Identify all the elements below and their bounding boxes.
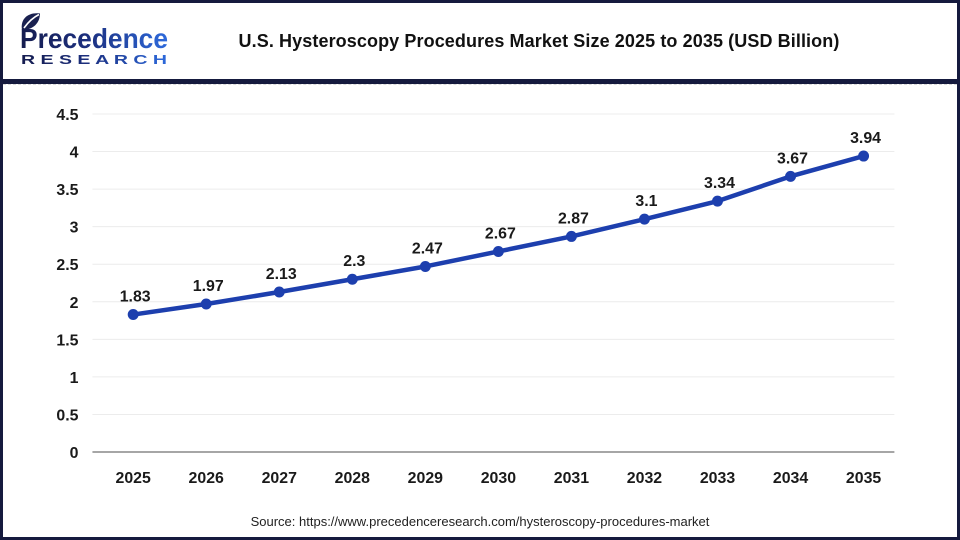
y-tick-label: 2.5 bbox=[56, 257, 78, 274]
header: Precedence R E S E A R C H U.S. Hysteros… bbox=[3, 3, 957, 79]
data-point bbox=[419, 260, 431, 272]
data-point-label: 2.13 bbox=[266, 266, 297, 283]
data-point-label: 1.83 bbox=[120, 289, 151, 306]
data-point-label: 2.87 bbox=[558, 210, 589, 227]
precedence-research-logo: Precedence R E S E A R C H bbox=[19, 11, 171, 72]
data-point-label: 3.34 bbox=[704, 175, 735, 192]
leaf-vein bbox=[23, 13, 40, 28]
x-tick-label: 2033 bbox=[700, 470, 735, 487]
logo-graphic: Precedence R E S E A R C H bbox=[20, 12, 168, 67]
y-tick-label: 1.5 bbox=[56, 332, 78, 349]
data-point-label: 2.47 bbox=[412, 240, 443, 257]
data-point bbox=[492, 245, 504, 257]
data-point-label: 3.1 bbox=[635, 193, 657, 210]
data-point-label: 2.3 bbox=[343, 253, 365, 270]
data-point-label: 2.67 bbox=[485, 225, 516, 242]
x-tick-label: 2026 bbox=[189, 470, 224, 487]
x-tick-label: 2025 bbox=[116, 470, 151, 487]
data-point bbox=[785, 170, 797, 182]
line-chart: 0 0.5 1 1.5 2 2.5 3 3.5 4 4.5 1.83 2025 1.97 2026 2.13… bbox=[56, 107, 895, 487]
x-tick-label: 2032 bbox=[627, 470, 662, 487]
data-point bbox=[127, 309, 139, 321]
data-point-label: 3.94 bbox=[850, 130, 881, 147]
data-point bbox=[858, 150, 870, 162]
y-tick-label: 0 bbox=[70, 445, 79, 462]
logo-sub-text: R E S E A R C H bbox=[21, 52, 167, 67]
data-point bbox=[273, 286, 285, 298]
y-tick-label: 3.5 bbox=[56, 182, 78, 199]
y-tick-label: 3 bbox=[70, 220, 79, 237]
data-point-label: 1.97 bbox=[193, 278, 224, 295]
page-title: U.S. Hysteroscopy Procedures Market Size… bbox=[238, 30, 840, 51]
y-tick-label: 2 bbox=[70, 295, 79, 312]
x-tick-label: 2034 bbox=[773, 470, 808, 487]
source-text: Source: https://www.precedenceresearch.c… bbox=[250, 514, 710, 529]
chart-area: 0 0.5 1 1.5 2 2.5 3 3.5 4 4.5 1.83 2025 1.97 2026 2.13… bbox=[3, 84, 957, 514]
y-tick-label: 4.5 bbox=[56, 107, 78, 124]
data-point bbox=[200, 298, 212, 310]
x-tick-label: 2027 bbox=[262, 470, 297, 487]
x-tick-label: 2031 bbox=[554, 470, 589, 487]
x-tick-label: 2028 bbox=[335, 470, 370, 487]
data-point bbox=[639, 213, 650, 225]
data-point bbox=[712, 195, 723, 207]
y-tick-label: 0.5 bbox=[56, 407, 78, 424]
data-point bbox=[346, 273, 358, 285]
header-separator bbox=[3, 79, 957, 84]
data-point-label: 3.67 bbox=[777, 150, 808, 167]
x-tick-label: 2030 bbox=[481, 470, 516, 487]
y-tick-label: 4 bbox=[70, 145, 79, 162]
logo-brand-text: Precedence bbox=[20, 23, 168, 54]
x-tick-label: 2029 bbox=[408, 470, 443, 487]
y-tick-label: 1 bbox=[70, 370, 79, 387]
data-point bbox=[565, 230, 577, 242]
x-tick-label: 2035 bbox=[846, 470, 881, 487]
